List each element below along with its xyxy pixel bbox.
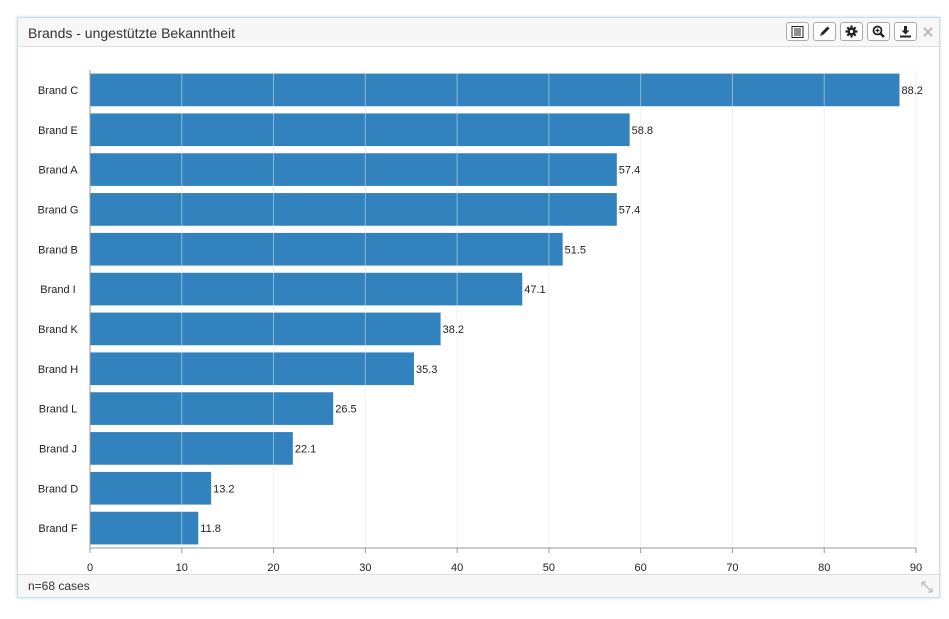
bar — [90, 392, 334, 425]
x-tick-label: 80 — [818, 562, 830, 574]
bar — [90, 153, 617, 186]
panel-header: Brands - ungestützte Bekanntheit — [18, 18, 939, 47]
bar — [90, 272, 523, 306]
data-label: 57.4 — [619, 165, 640, 177]
bar — [90, 471, 212, 505]
x-tick-label: 60 — [635, 562, 647, 574]
table-icon — [791, 25, 804, 38]
download-button[interactable] — [894, 22, 917, 41]
footer-note: n=68 cases — [28, 579, 90, 593]
data-label: 58.8 — [632, 125, 653, 137]
x-tick-label: 90 — [910, 562, 922, 574]
y-category-label: Brand G — [38, 204, 79, 216]
data-label: 47.1 — [524, 284, 545, 296]
close-button[interactable] — [921, 22, 935, 41]
edit-button[interactable] — [813, 22, 836, 41]
panel-footer: n=68 cases — [18, 574, 939, 597]
data-label: 13.2 — [213, 483, 234, 495]
y-category-label: Brand A — [38, 165, 78, 177]
settings-button[interactable] — [840, 22, 863, 41]
bar-chart: 0 10 20 30 40 50 60 70 80 90 Brand C 88.2 Brand E 58.… — [38, 70, 923, 574]
y-category-label: Brand D — [38, 483, 78, 495]
data-label: 35.3 — [416, 364, 437, 376]
x-tick-label: 30 — [359, 562, 371, 574]
zoom-button[interactable] — [867, 22, 890, 41]
x-tick-label: 40 — [451, 562, 463, 574]
x-tick-label: 70 — [726, 562, 738, 574]
data-label: 26.5 — [335, 404, 356, 416]
x-tick-label: 0 — [87, 562, 93, 574]
x-tick-label: 10 — [176, 562, 188, 574]
bar — [90, 511, 199, 545]
gear-icon — [845, 25, 858, 38]
bar — [90, 312, 441, 346]
panel-title: Brands - ungestützte Bekanntheit — [28, 25, 236, 41]
data-label: 88.2 — [901, 85, 922, 97]
close-icon — [923, 26, 933, 37]
y-category-label: Brand L — [39, 404, 78, 416]
data-label: 38.2 — [443, 324, 464, 336]
x-tick-label: 20 — [267, 562, 279, 574]
data-label: 51.5 — [565, 244, 586, 256]
data-label: 57.4 — [619, 204, 640, 216]
bar — [90, 232, 563, 266]
data-label: 11.8 — [200, 523, 221, 535]
bar — [90, 193, 617, 226]
pencil-icon — [820, 26, 830, 36]
table-view-button[interactable] — [786, 22, 809, 41]
y-category-label: Brand C — [38, 85, 78, 97]
y-category-label: Brand E — [38, 125, 78, 137]
bar — [90, 113, 630, 147]
data-label: 22.1 — [295, 443, 316, 455]
x-tick-label: 50 — [543, 562, 555, 574]
resize-icon[interactable] — [920, 580, 934, 594]
y-category-label: Brand I — [40, 284, 75, 296]
panel-toolbar — [786, 22, 935, 41]
y-category-label: Brand F — [38, 523, 77, 535]
zoom-icon — [872, 25, 885, 38]
chart-area: 0 10 20 30 40 50 60 70 80 90 Brand C 88.2 Brand E 58.… — [18, 48, 939, 576]
bar — [90, 352, 414, 386]
bar — [90, 432, 293, 465]
y-category-label: Brand B — [38, 244, 78, 256]
y-category-label: Brand J — [39, 443, 77, 455]
bar — [90, 73, 900, 107]
y-category-label: Brand H — [38, 364, 78, 376]
y-category-label: Brand K — [38, 324, 78, 336]
download-icon — [900, 26, 911, 38]
chart-panel: Brands - ungestützte Bekanntheit — [17, 17, 940, 598]
